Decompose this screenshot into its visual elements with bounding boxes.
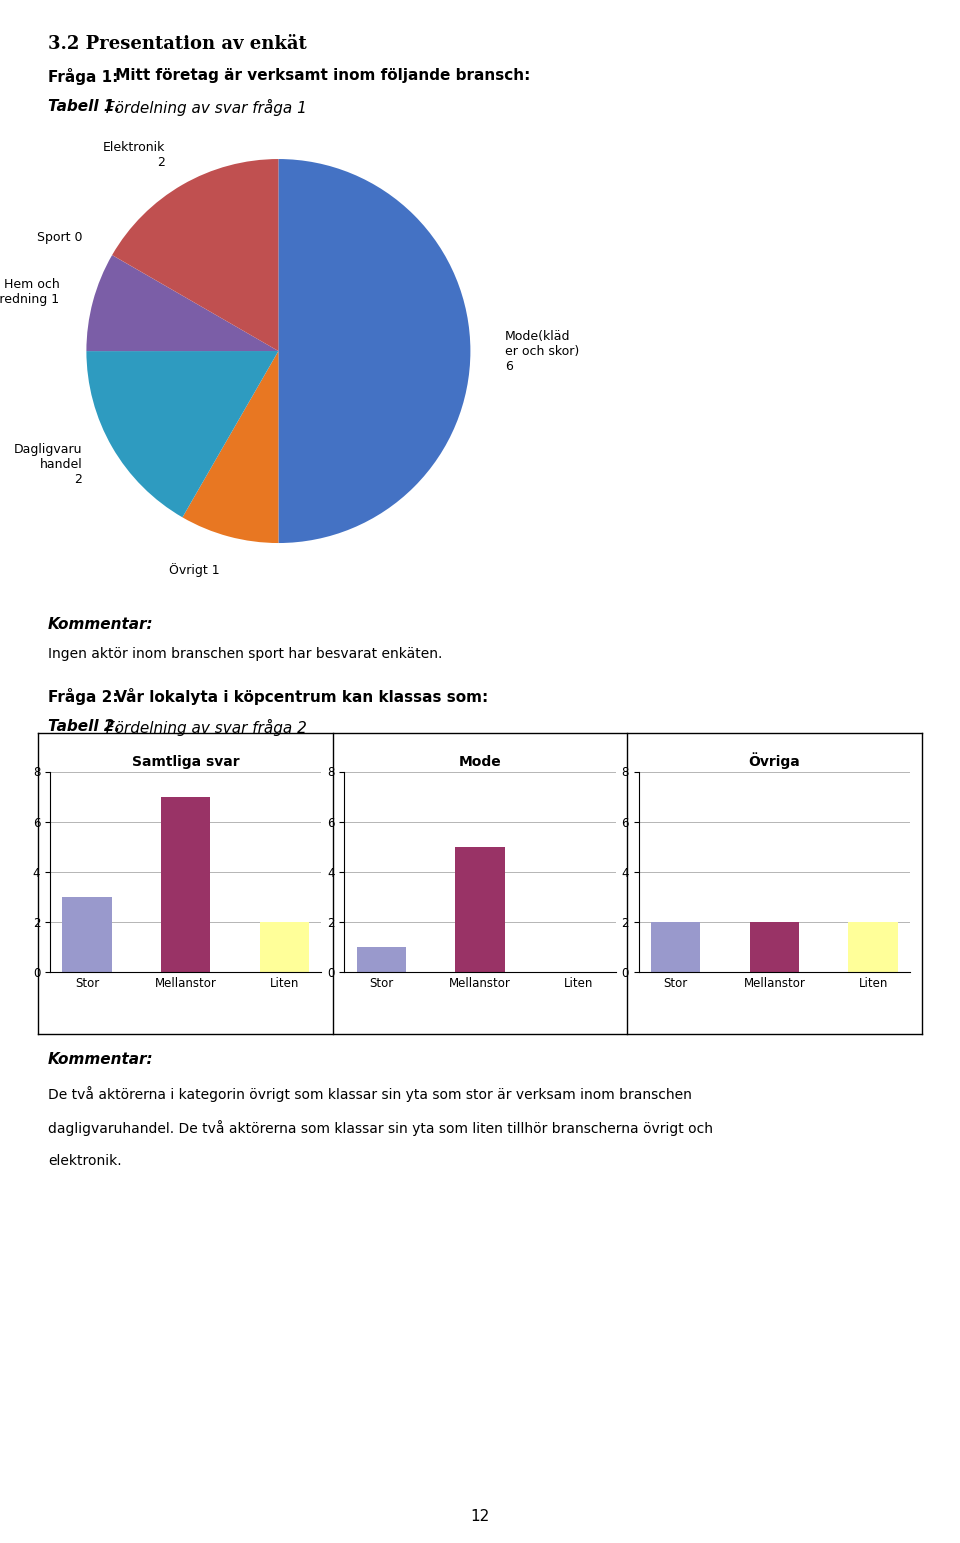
- Title: Samtliga svar: Samtliga svar: [132, 755, 239, 768]
- Text: De två aktörerna i kategorin övrigt som klassar sin yta som stor är verksam inom: De två aktörerna i kategorin övrigt som …: [48, 1086, 692, 1102]
- Wedge shape: [182, 352, 278, 543]
- Text: Övrigt 1: Övrigt 1: [169, 563, 220, 577]
- Text: Tabell 2.: Tabell 2.: [48, 719, 120, 734]
- Wedge shape: [86, 255, 278, 352]
- Text: Hem och
inredning 1: Hem och inredning 1: [0, 278, 60, 307]
- Text: Fråga 1:: Fråga 1:: [48, 68, 118, 85]
- Bar: [161, 796, 210, 972]
- Text: Kommentar:: Kommentar:: [48, 1052, 154, 1068]
- Text: Kommentar:: Kommentar:: [48, 617, 154, 633]
- Text: Sport 0: Sport 0: [36, 231, 83, 244]
- Wedge shape: [112, 255, 278, 352]
- Bar: [455, 847, 505, 972]
- Text: Fördelning av svar fråga 2: Fördelning av svar fråga 2: [101, 719, 306, 736]
- Text: Fråga 2:: Fråga 2:: [48, 688, 119, 705]
- Wedge shape: [112, 159, 278, 352]
- Text: Vår lokalyta i köpcentrum kan klassas som:: Vår lokalyta i köpcentrum kan klassas so…: [110, 688, 489, 705]
- Wedge shape: [278, 159, 470, 543]
- Bar: [750, 921, 799, 972]
- Text: Mode(kläd
er och skor)
6: Mode(kläd er och skor) 6: [505, 330, 579, 372]
- Wedge shape: [86, 352, 278, 517]
- Bar: [62, 896, 111, 972]
- Text: Mitt företag är verksamt inom följande bransch:: Mitt företag är verksamt inom följande b…: [110, 68, 531, 83]
- Title: Övriga: Övriga: [749, 751, 801, 768]
- Text: dagligvaruhandel. De två aktörerna som klassar sin yta som liten tillhör bransch: dagligvaruhandel. De två aktörerna som k…: [48, 1120, 713, 1136]
- Text: Fördelning av svar fråga 1: Fördelning av svar fråga 1: [101, 99, 306, 116]
- Text: Ingen aktör inom branschen sport har besvarat enkäten.: Ingen aktör inom branschen sport har bes…: [48, 647, 443, 660]
- Bar: [651, 921, 701, 972]
- Bar: [357, 947, 406, 972]
- Text: 3.2 Presentation av enkät: 3.2 Presentation av enkät: [48, 35, 307, 54]
- Text: Elektronik
2: Elektronik 2: [103, 140, 165, 168]
- Text: Tabell 1.: Tabell 1.: [48, 99, 120, 114]
- Text: elektronik.: elektronik.: [48, 1154, 122, 1168]
- Text: 12: 12: [470, 1509, 490, 1524]
- Title: Mode: Mode: [459, 755, 501, 768]
- Bar: [259, 921, 309, 972]
- Bar: [849, 921, 898, 972]
- Text: Dagligvaru
handel
2: Dagligvaru handel 2: [13, 443, 83, 486]
